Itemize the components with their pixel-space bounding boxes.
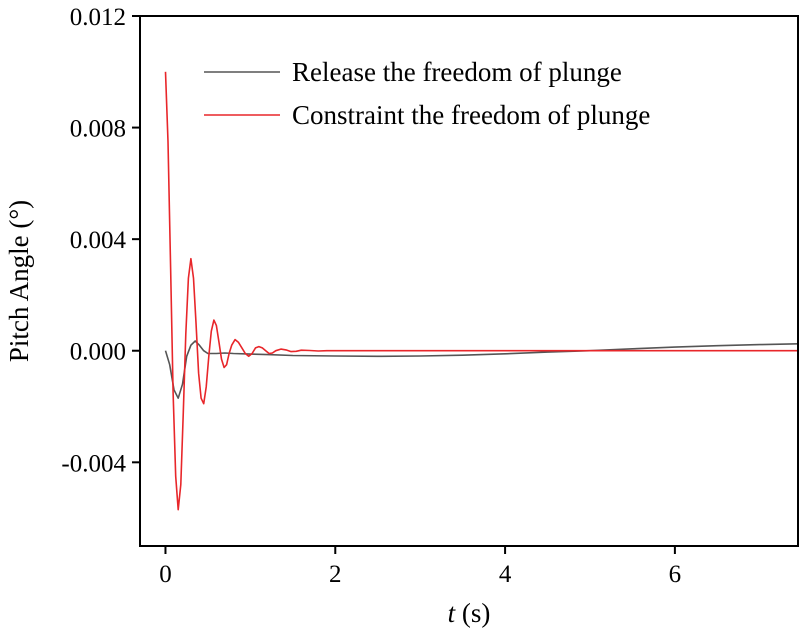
x-tick-label: 6 <box>669 561 682 588</box>
y-tick-label: 0.004 <box>70 227 127 254</box>
y-tick-label: -0.004 <box>61 450 126 477</box>
x-tick-label: 2 <box>329 561 342 588</box>
x-axis-label: t (s) <box>448 598 491 628</box>
y-axis-label: Pitch Angle (°) <box>4 200 34 362</box>
x-axis-unit: (s) <box>455 598 490 628</box>
legend: Release the freedom of plunge Constraint … <box>204 57 650 130</box>
y-tick-label: 0.000 <box>70 339 126 366</box>
x-axis-variable: t <box>448 598 457 628</box>
legend-label-2: Constraint the freedom of plunge <box>292 100 650 130</box>
x-tick-label: 0 <box>159 561 172 588</box>
y-axis-ticks: -0.004 0.000 0.004 0.008 0.012 <box>61 4 140 477</box>
plot-lines <box>164 71 799 511</box>
y-tick-label: 0.008 <box>70 116 126 143</box>
x-axis-ticks: 0 2 4 6 <box>159 546 681 588</box>
legend-label-1: Release the freedom of plunge <box>292 57 622 87</box>
y-tick-label: 0.012 <box>70 4 126 31</box>
plot-frame <box>139 15 799 547</box>
series-line-1 <box>164 340 799 399</box>
x-tick-label: 4 <box>499 561 512 588</box>
series-line-2 <box>164 71 798 511</box>
